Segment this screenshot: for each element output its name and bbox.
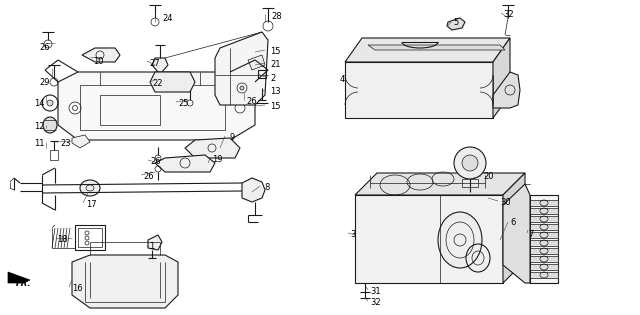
Text: 29: 29 [39,78,49,87]
Text: 15: 15 [270,102,280,111]
Polygon shape [345,62,493,118]
Text: 14: 14 [34,99,45,108]
Bar [530,200,558,206]
Text: 21: 21 [270,60,280,69]
Text: 3: 3 [350,230,355,239]
Bar [530,264,558,270]
Bar [530,208,558,214]
Text: 17: 17 [86,200,97,209]
Bar [258,70,266,78]
Bar [530,248,558,254]
Bar [530,240,558,246]
Text: 26: 26 [39,43,50,52]
Text: 13: 13 [270,87,280,96]
Ellipse shape [454,147,486,179]
Text: 4: 4 [340,75,345,84]
Bar [530,256,558,262]
Polygon shape [503,173,525,283]
Polygon shape [72,135,90,148]
Bar [530,232,558,238]
Polygon shape [447,18,465,30]
Polygon shape [152,58,168,72]
Text: 19: 19 [212,155,223,164]
Ellipse shape [43,117,57,133]
Text: 26: 26 [246,97,257,106]
Text: 6: 6 [510,218,515,227]
Ellipse shape [80,180,100,196]
Text: 22: 22 [152,79,163,88]
Bar [75,225,105,250]
Polygon shape [248,55,265,70]
Text: 12: 12 [34,122,45,131]
Bar [530,216,558,222]
Polygon shape [148,235,162,250]
Bar [462,179,478,187]
Text: 23: 23 [60,139,70,148]
Text: 8: 8 [264,183,269,192]
Polygon shape [345,38,510,62]
Bar [78,228,102,247]
Text: 32: 32 [503,10,514,19]
Ellipse shape [47,100,53,106]
Text: 24: 24 [162,14,173,23]
Text: 5: 5 [453,18,458,27]
Text: 16: 16 [72,284,83,293]
Ellipse shape [438,212,482,268]
Text: 27: 27 [149,59,159,68]
Polygon shape [8,272,30,283]
Polygon shape [215,32,268,105]
Polygon shape [150,72,195,92]
Text: 10: 10 [93,57,104,66]
Text: 25: 25 [178,99,189,108]
Bar [530,224,558,230]
Ellipse shape [462,155,478,171]
Bar [50,150,58,160]
Text: FR.: FR. [16,279,31,288]
Text: 2: 2 [270,74,275,83]
Text: 11: 11 [34,139,45,148]
Text: 26: 26 [150,157,161,166]
Polygon shape [493,72,520,108]
Polygon shape [185,138,240,158]
Polygon shape [242,178,265,202]
Polygon shape [355,195,503,283]
Text: 28: 28 [271,12,282,21]
Polygon shape [368,45,505,50]
Bar [530,195,558,283]
Text: 26: 26 [143,172,154,181]
Text: 15: 15 [270,47,280,56]
Text: 30: 30 [500,198,511,207]
Bar [100,95,160,125]
Text: 31: 31 [370,287,381,296]
Bar [530,272,558,278]
Polygon shape [493,38,510,118]
Polygon shape [72,255,178,308]
Text: 18: 18 [57,235,68,244]
Ellipse shape [240,86,244,90]
Text: 7: 7 [528,230,533,239]
Text: 1: 1 [149,242,154,251]
Text: 32: 32 [370,298,381,307]
Polygon shape [58,72,255,140]
Polygon shape [155,155,215,172]
Text: 20: 20 [483,172,493,181]
Text: 9: 9 [229,133,234,142]
Polygon shape [355,173,525,195]
Polygon shape [82,48,120,62]
Polygon shape [503,184,530,283]
